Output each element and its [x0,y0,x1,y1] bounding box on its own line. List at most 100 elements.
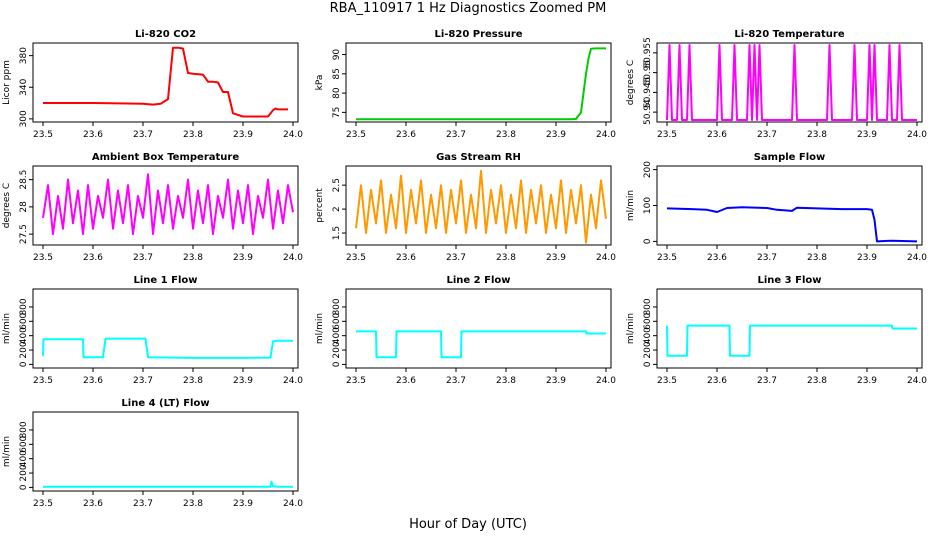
plot-frame [345,165,612,246]
panel-li-820-temperature: Li-820 Temperature 23.5 23.6 23.7 23.8 23.9 24… [626,29,927,140]
y-tick-label: 400 [19,327,29,344]
x-tick-label: 23.7 [446,130,466,140]
panel-title-li-820-temperature: Li-820 Temperature [734,29,844,40]
panel-title-li-820-co2: Li-820 CO2 [135,29,196,40]
x-tick-label: 23.5 [33,130,53,140]
panel-sample-flow: Sample Flow 23.5 23.6 23.7 23.8 23.9 24.0 0 100 2… [626,152,927,263]
y-axis-label: degrees C [2,183,12,228]
y-tick-label: 50.94 [643,99,653,125]
panel-li-820-pressure: Li-820 Pressure 23.5 23.6 23.7 23.8 23.9 24.0 7… [315,29,616,140]
x-tick-label: 23.6 [83,253,103,263]
y-tick-label: 400 [332,327,342,344]
y-tick-label: 50.955 [643,37,653,69]
plot-frame [345,42,612,123]
panel-ambient-box-temperature: Ambient Box Temperature 23.5 23.6 23.7 23.8 2… [2,152,303,263]
panel-title-line-2-flow: Line 2 Flow [447,275,511,286]
x-tick-label: 23.9 [857,130,877,140]
x-tick-label: 23.8 [496,130,516,140]
y-tick-label: 300 [19,110,29,127]
x-tick-label: 23.5 [33,376,53,386]
x-tick-label: 23.9 [546,253,566,263]
panel-gas-stream-rh: Gas Stream RH 23.5 23.6 23.7 23.8 23.9 24.0 1.5… [315,152,616,263]
y-axis-label: degrees C [626,60,636,105]
plot-frame [656,288,923,369]
series-line-line-3-flow [666,324,917,357]
y-tick-label: 600 [643,312,653,329]
x-tick-label: 24.0 [596,253,616,263]
y-tick-label: 28.5 [19,170,29,190]
x-tick-label: 23.7 [133,499,153,509]
x-tick-label: 23.6 [707,253,727,263]
y-tick-label: 2 [332,206,342,212]
y-axis-label: ml/min [626,313,636,344]
series-line-line-2-flow [356,330,606,359]
series-line-ambient-box-temperature [42,173,294,236]
x-tick-label: 23.9 [233,376,253,386]
y-tick-label: 800 [19,421,29,438]
x-tick-label: 23.5 [346,130,366,140]
x-tick-label: 23.5 [657,130,677,140]
y-tick-label: 2.5 [332,178,342,192]
panel-li-820-co2: Li-820 CO2 23.5 23.6 23.7 23.8 23.9 24.0 300 340… [2,29,303,140]
y-tick-label: 0 [643,238,653,244]
y-axis-label: ml/min [626,190,636,221]
y-tick-label: 340 [19,78,29,95]
x-tick-label: 23.8 [496,253,516,263]
y-tick-label: 100 [643,197,653,214]
series-line-li-820-pressure [356,47,606,121]
x-tick-label: 24.0 [283,376,303,386]
x-tick-label: 23.7 [757,376,777,386]
x-tick-label: 23.8 [183,376,203,386]
y-axis-label: kPa [315,75,325,91]
x-tick-label: 23.9 [857,376,877,386]
y-tick-label: 50.95 [643,60,653,86]
y-tick-label: 28 [19,201,29,213]
panel-title-li-820-pressure: Li-820 Pressure [434,29,522,40]
x-tick-label: 24.0 [596,376,616,386]
y-tick-label: 0 [643,361,653,367]
y-tick-label: 50.945 [643,77,653,109]
x-tick-label: 23.5 [33,253,53,263]
plot-frame [656,42,923,123]
y-tick-label: 380 [19,47,29,64]
x-tick-label: 23.6 [396,376,416,386]
panel-line-1-flow: Line 1 Flow 23.5 23.6 23.7 23.8 23.9 24.0 0 2004… [2,275,303,386]
x-tick-label: 23.7 [133,130,153,140]
y-tick-label: 200 [19,341,29,358]
x-tick-label: 23.8 [807,376,827,386]
x-tick-label: 23.6 [396,253,416,263]
panel-title-sample-flow: Sample Flow [754,152,826,163]
y-tick-label: 80 [332,87,342,99]
panel-line-2-flow: Line 2 Flow 23.5 23.6 23.7 23.8 23.9 24.0 0 2004… [315,275,616,386]
x-tick-label: 23.5 [346,253,366,263]
x-tick-label: 24.0 [907,253,927,263]
series-line-li-820-temperature [666,44,917,121]
x-tick-label: 23.8 [183,499,203,509]
y-tick-label: 0 [19,361,29,367]
x-tick-label: 23.7 [446,376,466,386]
x-tick-label: 23.6 [83,376,103,386]
y-axis-label: ml/min [2,436,12,467]
panel-title-line-3-flow: Line 3 Flow [758,275,822,286]
plot-frame [656,165,923,246]
panel-title-line-1-flow: Line 1 Flow [134,275,198,286]
x-tick-label: 23.7 [133,253,153,263]
x-tick-label: 23.8 [183,130,203,140]
series-line-line-4-lt-flow [43,480,293,488]
x-tick-label: 23.9 [233,253,253,263]
x-tick-label: 23.6 [83,499,103,509]
x-tick-label: 23.6 [396,130,416,140]
x-tick-label: 23.5 [346,376,366,386]
plot-frame [32,411,299,492]
y-tick-label: 27.5 [19,224,29,244]
y-tick-label: 200 [643,341,653,358]
x-tick-label: 23.5 [657,253,677,263]
y-tick-label: 200 [643,161,653,178]
x-axis-caption: Hour of Day (UTC) [409,517,527,532]
x-tick-label: 23.8 [183,253,203,263]
x-tick-label: 24.0 [596,130,616,140]
panel-title-ambient-box-temperature: Ambient Box Temperature [92,152,239,163]
y-axis-label: ml/min [2,313,12,344]
y-tick-label: 90 [332,49,342,61]
y-tick-label: 75 [332,107,342,118]
